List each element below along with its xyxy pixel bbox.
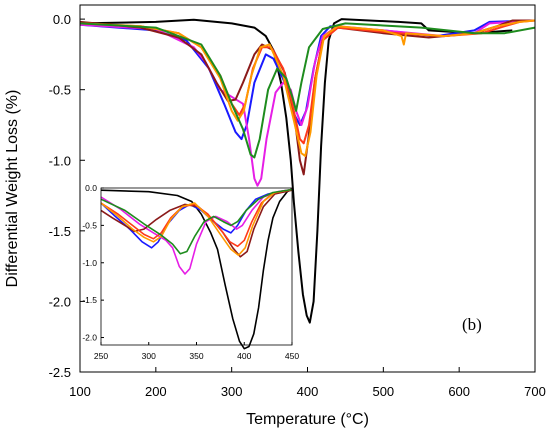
- inset-series-5: [100, 188, 293, 257]
- main-y-tick-label: -1.5: [49, 224, 71, 239]
- y-axis-title: Differential Weight Loss (%): [4, 90, 21, 288]
- inset-x-tick-label: 350: [189, 351, 203, 361]
- inset-y-tick-label: -1.5: [82, 295, 97, 305]
- panel-label: (b): [462, 315, 482, 334]
- inset-plot: 250 300 350 400 450 0.0 -0.5 -1.0 -1.5 -2.0: [82, 183, 299, 361]
- inset-x-tick-label: 400: [237, 351, 251, 361]
- inset-series-6: [100, 188, 293, 255]
- inset-x-tick-label: 450: [285, 351, 299, 361]
- main-y-tick-label: 0.0: [53, 12, 71, 27]
- main-y-tick-label: -0.5: [49, 83, 71, 98]
- main-x-tick-label: 400: [297, 384, 319, 399]
- inset-y-tick-label: -2.0: [82, 333, 97, 343]
- inset-y-tick-label: -0.5: [82, 220, 97, 230]
- main-x-tick-label: 200: [145, 384, 167, 399]
- inset-x-tick-label: 300: [142, 351, 156, 361]
- main-x-ticks: 100 200 300 400 500 600 700: [69, 367, 546, 399]
- inset-y-tick-label: -1.0: [82, 258, 97, 268]
- main-y-tick-label: -1.0: [49, 153, 71, 168]
- main-x-tick-label: 300: [221, 384, 243, 399]
- main-x-tick-label: 500: [372, 384, 394, 399]
- main-x-tick-label: 600: [448, 384, 470, 399]
- main-series-5: [79, 19, 536, 157]
- x-axis-title: Temperature (°C): [246, 411, 369, 428]
- main-series-group: [79, 18, 536, 324]
- main-x-tick-label: 100: [69, 384, 91, 399]
- main-y-ticks: 0.0 -0.5 -1.0 -1.5 -2.0 -2.5: [49, 12, 85, 380]
- inset-x-tick-label: 250: [94, 351, 108, 361]
- main-plot: 100 200 300 400 500 600 700 0.0 -0.5 -1.0 -1.5 -2.…: [4, 4, 546, 428]
- inset-y-ticks: 0.0 -0.5 -1.0 -1.5 -2.0: [82, 183, 104, 343]
- main-series-6: [79, 22, 536, 159]
- inset-series-2: [100, 188, 293, 275]
- inset-y-tick-label: 0.0: [85, 183, 97, 193]
- inset-x-ticks: 250 300 350 400 450: [94, 342, 299, 361]
- main-x-tick-label: 700: [524, 384, 546, 399]
- main-y-tick-label: -2.5: [49, 365, 71, 380]
- main-series-0: [79, 18, 513, 324]
- main-y-tick-label: -2.0: [49, 294, 71, 309]
- inset-series-group: [100, 188, 293, 350]
